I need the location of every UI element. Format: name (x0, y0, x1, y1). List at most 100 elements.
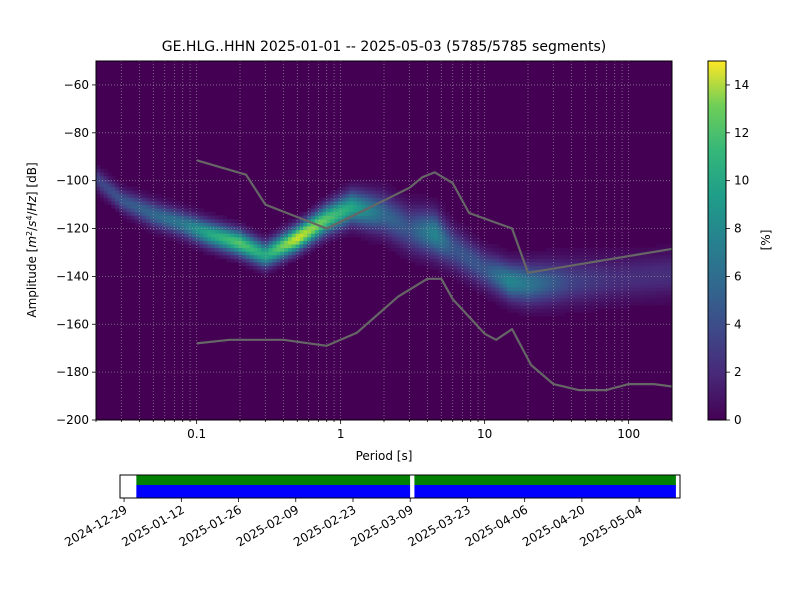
heatmap-cell (533, 308, 538, 313)
heatmap-cell (157, 229, 162, 234)
heatmap-cell (337, 204, 343, 209)
heatmap-cell (533, 272, 538, 277)
heatmap-cell (230, 226, 235, 231)
heatmap-cell (249, 254, 254, 259)
heatmap-cell (418, 208, 423, 213)
heatmap-cell (664, 265, 669, 270)
heatmap-cell (587, 272, 592, 277)
heatmap-cell (115, 193, 120, 198)
heatmap-cell (591, 290, 596, 295)
heatmap-cell (314, 201, 320, 205)
heatmap-cell (430, 251, 435, 256)
heatmap-cell (441, 262, 446, 267)
heatmap-cell (330, 229, 335, 234)
heatmap-cell (560, 272, 565, 277)
heatmap-cell (426, 204, 431, 209)
heatmap-cell (276, 265, 281, 270)
heatmap-cell (583, 308, 588, 313)
heatmap-cell (211, 222, 216, 227)
heatmap-cell (188, 208, 193, 213)
heatmap-cell (614, 272, 619, 277)
heatmap-cell (395, 190, 400, 195)
heatmap-cell (407, 201, 412, 205)
heatmap-cell (441, 251, 446, 256)
heatmap-cell (337, 197, 343, 202)
heatmap-cell (264, 272, 270, 277)
heatmap-cell (422, 244, 427, 249)
heatmap-cell (591, 287, 596, 292)
colorbar-tick-label: 14 (734, 78, 749, 92)
heatmap-cell (537, 283, 542, 288)
heatmap-cell (464, 233, 469, 238)
heatmap-cell (622, 301, 627, 306)
heatmap-cell (445, 251, 450, 256)
heatmap-cell (387, 204, 393, 209)
heatmap-cell (645, 301, 650, 306)
heatmap-cell (372, 222, 377, 227)
heatmap-cell (245, 251, 250, 256)
heatmap-cell (291, 251, 297, 256)
heatmap-cell (564, 308, 569, 313)
heatmap-cell (522, 279, 527, 284)
heatmap-cell (403, 247, 408, 252)
heatmap-cell (145, 229, 151, 234)
heatmap-cell (291, 233, 297, 238)
heatmap-cell (618, 283, 623, 288)
heatmap-cell (568, 272, 573, 277)
heatmap-cell (322, 201, 327, 205)
heatmap-cell (552, 312, 558, 317)
heatmap-cell (533, 251, 538, 256)
heatmap-cell (399, 244, 404, 249)
heatmap-cell (622, 247, 627, 252)
heatmap-cell (261, 233, 266, 238)
heatmap-cell (526, 262, 531, 267)
heatmap-cell (587, 251, 592, 256)
heatmap-cell (660, 279, 665, 284)
heatmap-cell (99, 193, 105, 198)
heatmap-cell (353, 233, 358, 238)
heatmap-cell (495, 283, 500, 288)
heatmap-cell (449, 218, 454, 223)
heatmap-cell (456, 229, 462, 234)
heatmap-cell (222, 233, 227, 238)
heatmap-cell (103, 197, 108, 202)
heatmap-cell (195, 215, 201, 220)
heatmap-cell (445, 258, 450, 263)
heatmap-cell (606, 262, 611, 267)
heatmap-cell (264, 236, 270, 241)
heatmap-cell (264, 265, 270, 270)
heatmap-cell (602, 305, 608, 310)
heatmap-cell (576, 254, 581, 259)
heatmap-cell (99, 168, 105, 173)
heatmap-cell (414, 233, 419, 238)
heatmap-cell (257, 258, 262, 263)
heatmap-cell (391, 229, 396, 234)
heatmap-cell (153, 218, 158, 223)
heatmap-cell (399, 229, 404, 234)
heatmap-cell (153, 233, 158, 238)
heatmap-cell (625, 290, 631, 295)
heatmap-cell (587, 308, 592, 313)
heatmap-cell (195, 226, 201, 231)
heatmap-cell (192, 240, 197, 245)
heatmap-cell (349, 218, 354, 223)
heatmap-cell (579, 290, 585, 295)
heatmap-cell (618, 297, 623, 302)
heatmap-cell (514, 305, 519, 310)
heatmap-cell (583, 279, 588, 284)
heatmap-cell (399, 218, 404, 223)
heatmap-cell (353, 193, 358, 198)
heatmap-cell (430, 233, 435, 238)
heatmap-cell (403, 236, 408, 241)
heatmap-cell (264, 251, 270, 256)
heatmap-cell (510, 297, 515, 302)
heatmap-cell (380, 186, 385, 191)
heatmap-cell (552, 283, 558, 288)
heatmap-cell (215, 247, 220, 252)
heatmap-cell (218, 218, 224, 223)
y-tick-label: −180 (56, 365, 89, 379)
timeline-tick-label: 2025-02-23 (291, 502, 358, 549)
heatmap-cell (660, 262, 665, 267)
heatmap-cell (107, 197, 112, 202)
heatmap-cell (660, 254, 665, 259)
